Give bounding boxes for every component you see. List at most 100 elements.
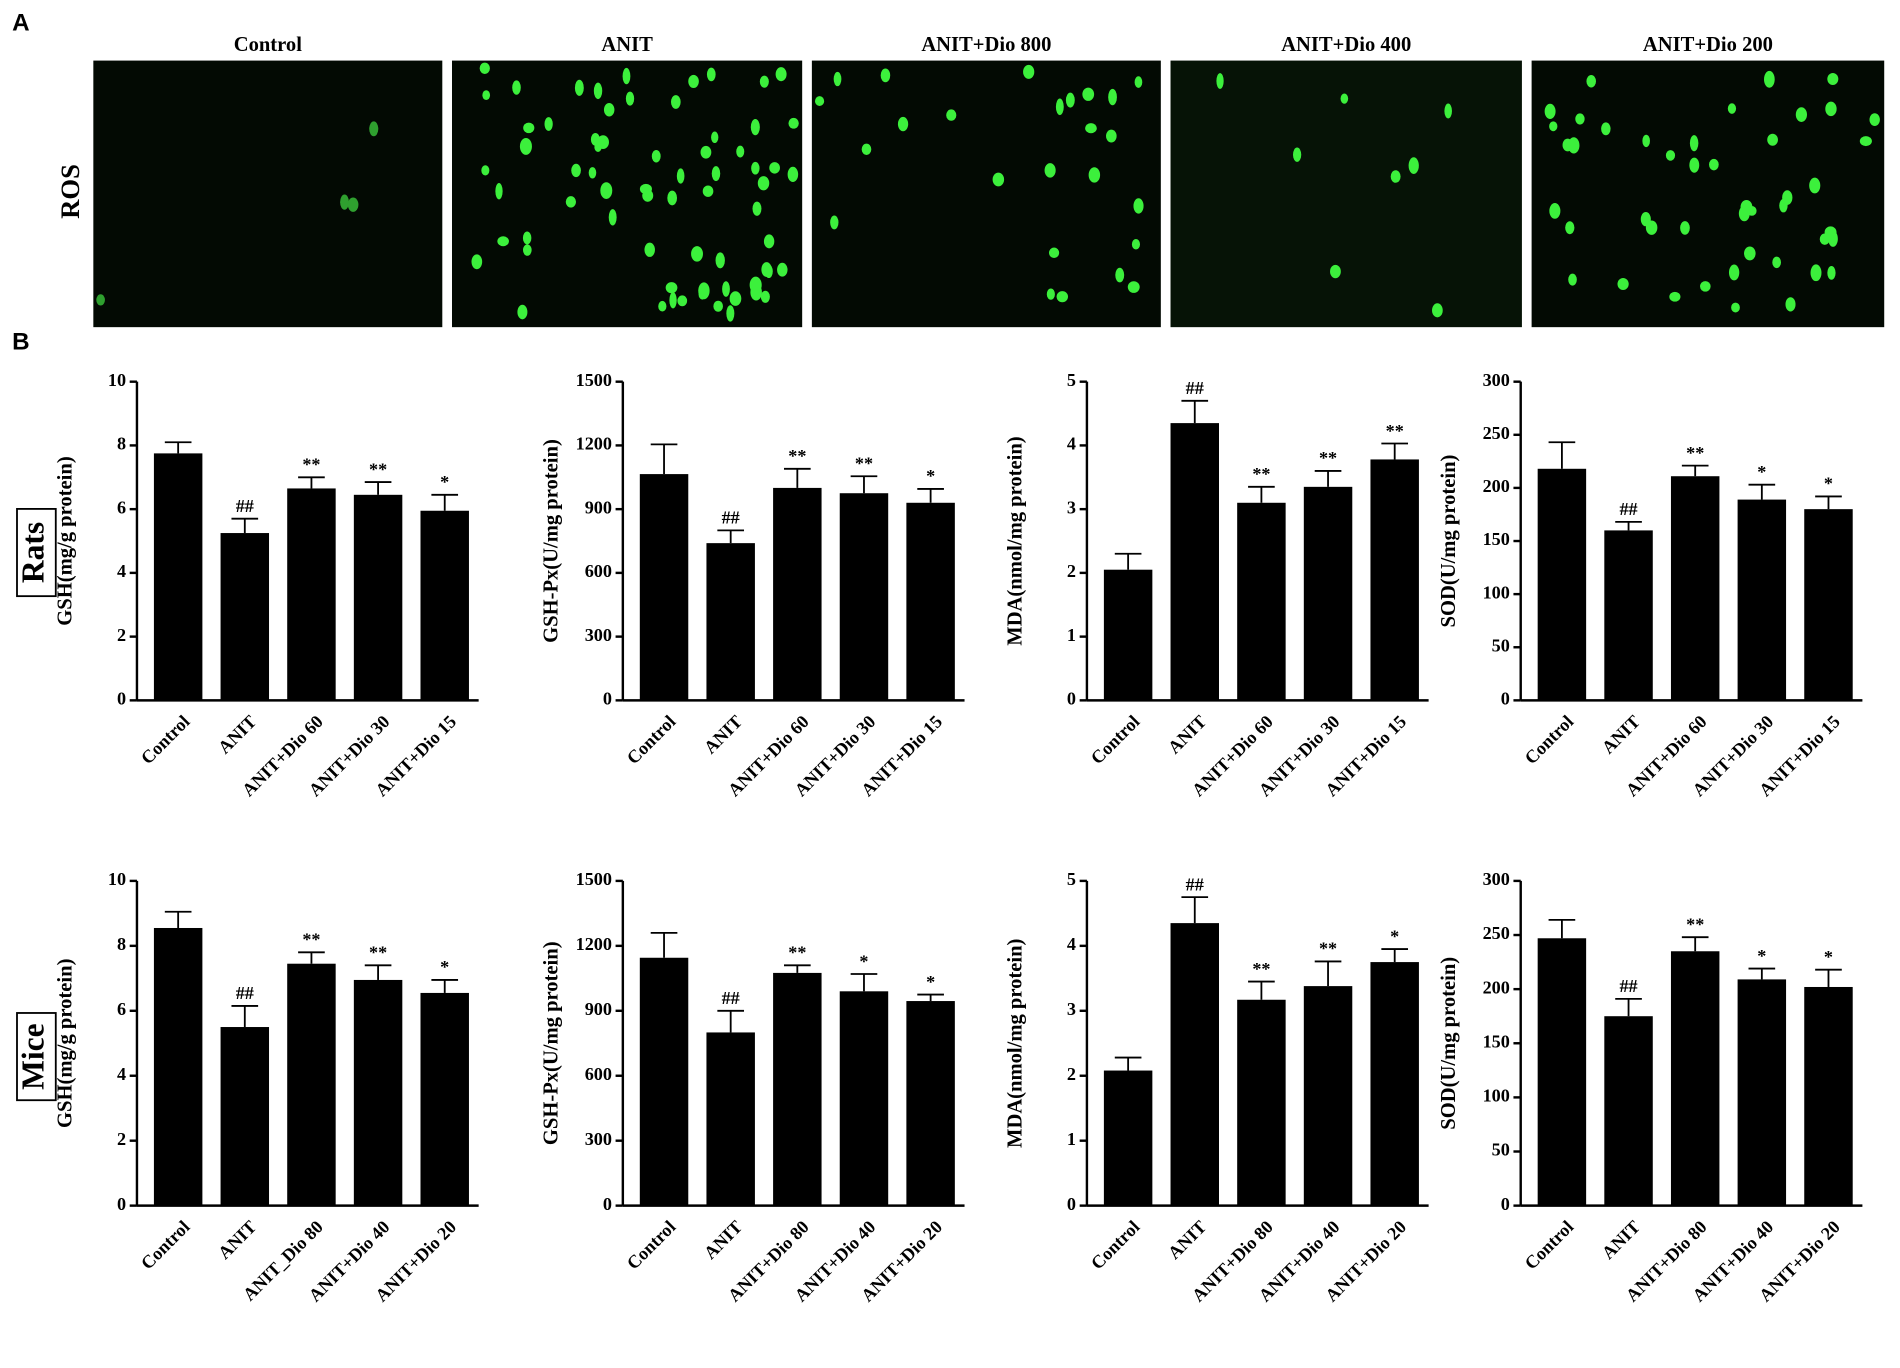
cell [1390,170,1401,183]
micrograph [811,60,1161,328]
label-box [16,508,57,598]
cell [1764,70,1775,88]
column-title: ANIT+Dio 200 [1643,34,1773,56]
bar [1370,962,1419,1206]
significance-label: * [1757,462,1766,482]
y-tick-label: 4 [1067,434,1076,454]
cell [1048,247,1060,258]
cell [1134,76,1143,88]
y-tick-label: 6 [117,497,126,517]
panel-label: B [12,328,30,355]
x-tick-label: Control [1087,1217,1144,1274]
bar [1237,502,1286,701]
cell [622,67,631,85]
cell [658,300,667,312]
bar [1804,986,1853,1206]
x-tick-label: ANIT [700,1217,746,1263]
cell [1689,157,1700,173]
cell [1586,75,1597,88]
significance-label: ** [369,943,387,963]
panel-label: A [12,10,30,37]
significance-label: ** [788,943,806,963]
significance-label: ## [236,983,254,1003]
cell [897,116,909,132]
micrograph [93,60,443,328]
y-tick-label: 0 [117,1194,126,1214]
y-tick-label: 2 [117,625,126,645]
cell [669,292,677,309]
bar [287,488,336,701]
significance-label: * [440,472,449,492]
cell [1115,267,1125,283]
cell [482,90,491,101]
y-tick-label: 5 [1067,869,1076,889]
cell [1809,177,1821,194]
y-tick-label: 4 [117,1064,126,1084]
cell [1827,265,1836,280]
bar [287,963,336,1206]
cell [600,182,613,199]
significance-label: ## [1186,378,1204,398]
significance-label: * [859,951,868,971]
cell [992,172,1005,187]
significance-label: * [440,957,449,977]
y-tick-label: 0 [603,689,612,709]
y-tick-label: 200 [1483,476,1510,496]
y-axis-label: GSH-Px(U/mg protein) [540,439,562,643]
significance-label: * [926,972,935,992]
y-tick-label: 250 [1483,923,1510,943]
y-tick-label: 2 [1067,561,1076,581]
cell [471,254,483,270]
bar [639,957,689,1206]
significance-label: ** [1252,959,1270,979]
cell [1085,123,1097,134]
cell [698,282,710,300]
cell [523,122,535,134]
cell [670,95,681,109]
y-axis-label: MDA(nmol/mg protein) [1004,939,1026,1148]
cell [347,197,359,212]
cell [96,294,105,306]
micrograph [451,60,803,328]
bar [420,510,469,701]
bar [906,1001,955,1206]
bar [1303,986,1353,1206]
bar [1237,999,1286,1206]
y-tick-label: 100 [1483,1086,1510,1106]
row-label: ROS [55,164,85,219]
cell [1617,277,1629,290]
cell [1216,73,1224,89]
bar [773,972,822,1206]
significance-label: ** [1386,421,1404,441]
y-tick-label: 10 [108,370,126,390]
cell [517,304,528,320]
cell [1133,198,1144,214]
bar [839,991,889,1206]
bar [420,992,469,1206]
significance-label: ** [1686,443,1704,463]
bar [353,979,403,1206]
significance-label: ** [1686,914,1704,934]
cell [544,117,553,131]
cell [722,281,730,297]
y-tick-label: 4 [1067,934,1076,954]
bar-chart: 0 50 100 150 200 250 300 SOD(U/mg protein) Contr… [1438,370,1863,800]
cell [1738,205,1750,222]
cell [677,295,688,307]
y-tick-label: 5 [1067,370,1076,390]
column-title: Control [234,34,302,56]
cell [830,215,839,230]
x-tick-label: Control [1087,711,1144,768]
bar [153,927,203,1206]
cell [1340,93,1349,104]
cell [1601,122,1611,136]
micrograph [1170,60,1522,328]
y-tick-label: 6 [117,999,126,1019]
x-tick-label: Control [623,711,680,768]
cell [588,167,597,179]
significance-label: ** [302,930,320,950]
y-tick-label: 600 [585,561,612,581]
cell [1747,205,1757,216]
cell [1689,135,1699,152]
